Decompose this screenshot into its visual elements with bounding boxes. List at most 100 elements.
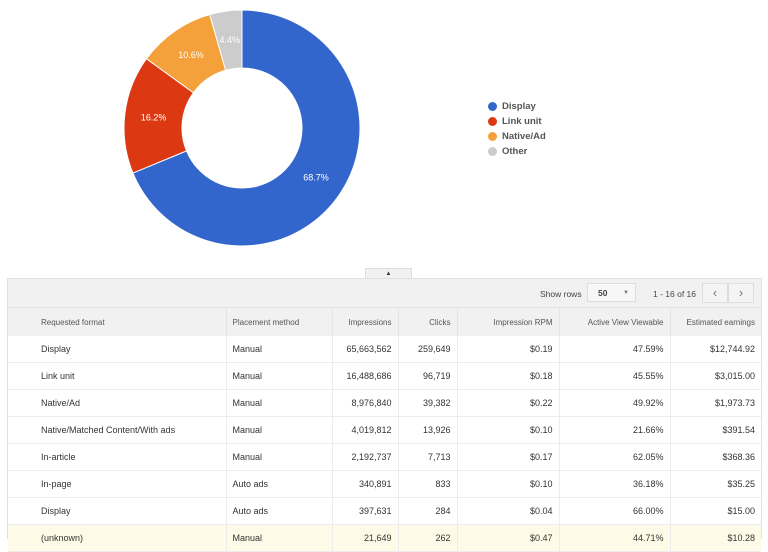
- table-cell: Manual: [226, 336, 333, 363]
- table-row: In-article Manual 2,192,737 7,713 $0.17 62.05…: [8, 443, 761, 471]
- table-cell: In-page: [8, 470, 227, 498]
- table-cell: Native/Matched Content/With ads: [8, 416, 227, 444]
- table-cell: 65,663,562: [332, 336, 399, 363]
- dropdown-caret-icon: ▼: [623, 290, 629, 296]
- table-header-row: Requested format Placement method Impressi…: [8, 307, 761, 336]
- table-cell: $368.36: [670, 443, 761, 471]
- table-cell: 13,926: [398, 416, 458, 444]
- prev-page-button[interactable]: ‹: [702, 283, 728, 303]
- table-cell: 284: [398, 497, 458, 525]
- column-header[interactable]: Impressions: [332, 307, 399, 336]
- legend-item-link-unit[interactable]: Link unit: [488, 114, 546, 129]
- column-header[interactable]: Placement method: [226, 307, 333, 336]
- table-cell: $15.00: [670, 497, 761, 525]
- table-cell: $0.04: [457, 497, 560, 525]
- page-range: 1 - 16 of 16: [653, 289, 697, 299]
- table-cell: $0.10: [457, 416, 560, 444]
- legend-item-native-ad[interactable]: Native/Ad: [488, 129, 546, 144]
- table-row: Display Auto ads 397,631 284 $0.04 66.00% $15.…: [8, 497, 761, 525]
- table-cell: 833: [398, 470, 458, 498]
- table-cell: $1,973.73: [670, 389, 761, 417]
- table-cell: 4,019,812: [332, 416, 399, 444]
- table-cell: 47.59%: [559, 336, 671, 363]
- table-cell: 21.66%: [559, 416, 671, 444]
- legend-item-display[interactable]: Display: [488, 99, 546, 114]
- rows-value: 50: [598, 288, 608, 298]
- table-cell: 45.55%: [559, 362, 671, 390]
- table-row: Native/Ad Manual 8,976,840 39,382 $0.22 49.92…: [8, 389, 761, 417]
- table-cell: Manual: [226, 362, 333, 390]
- table-cell: Native/Ad: [8, 389, 227, 417]
- table-cell: 340,891: [332, 470, 399, 498]
- legend-label: Other: [502, 146, 528, 157]
- table-row: Native/Matched Content/With ads Manual 4,0…: [8, 416, 761, 444]
- table-cell: 397,631: [332, 497, 399, 525]
- table-cell: Manual: [226, 524, 333, 552]
- table-cell: 7,713: [398, 443, 458, 471]
- table-cell: Display: [8, 497, 227, 525]
- table-cell: $0.17: [457, 443, 560, 471]
- table-cell: $0.22: [457, 389, 560, 417]
- table-cell: 262: [398, 524, 458, 552]
- table-cell: (unknown): [8, 524, 227, 552]
- table-cell: Display: [8, 336, 227, 363]
- slice-label: 16.2%: [141, 113, 167, 123]
- legend-swatch: [488, 102, 497, 111]
- legend-swatch: [488, 117, 497, 126]
- table-cell: 16,488,686: [332, 362, 399, 390]
- table-cell: $0.47: [457, 524, 560, 552]
- slice-label: 68.7%: [303, 172, 329, 182]
- column-header[interactable]: Impression RPM: [457, 307, 560, 336]
- donut-slice-display[interactable]: [132, 9, 361, 247]
- table-cell: Manual: [226, 443, 333, 471]
- table-cell: 8,976,840: [332, 389, 399, 417]
- table-cell: 36.18%: [559, 470, 671, 498]
- column-header[interactable]: Estimated earnings: [670, 307, 761, 336]
- collapse-chart-button[interactable]: ▲: [365, 268, 412, 279]
- report-table: Show rows 50 ▼ 1 - 16 of 16 ‹ › Requested…: [7, 278, 762, 552]
- table-cell: $12,744.92: [670, 336, 761, 363]
- table-cell: 259,649: [398, 336, 458, 363]
- table-cell: 49.92%: [559, 389, 671, 417]
- format-donut-chart: 68.7% 16.2% 10.6% 4.4%: [123, 9, 361, 247]
- table-row: Display Manual 65,663,562 259,649 $0.19 47.59…: [8, 336, 761, 363]
- slice-label: 4.4%: [219, 35, 240, 45]
- table-cell: $0.19: [457, 336, 560, 363]
- table-row: In-page Auto ads 340,891 833 $0.10 36.18% $35.…: [8, 470, 761, 498]
- column-header[interactable]: Clicks: [398, 307, 458, 336]
- table-toolbar: Show rows 50 ▼ 1 - 16 of 16 ‹ ›: [8, 279, 761, 307]
- table-cell: $391.54: [670, 416, 761, 444]
- table-cell: In-article: [8, 443, 227, 471]
- table-cell: Auto ads: [226, 470, 333, 498]
- table-cell: 44.71%: [559, 524, 671, 552]
- rows-per-page-select[interactable]: 50 ▼: [587, 283, 636, 302]
- table-cell: Link unit: [8, 362, 227, 390]
- table-cell: 2,192,737: [332, 443, 399, 471]
- table-cell: $3,015.00: [670, 362, 761, 390]
- legend-label: Link unit: [502, 116, 542, 127]
- show-rows-label: Show rows: [540, 289, 582, 299]
- legend-label: Display: [502, 101, 536, 112]
- next-page-button[interactable]: ›: [728, 283, 754, 303]
- chart-legend: Display Link unit Native/Ad Other: [488, 99, 546, 159]
- table-cell: $0.10: [457, 470, 560, 498]
- donut-slice-other[interactable]: [209, 9, 243, 71]
- table-cell: Manual: [226, 416, 333, 444]
- column-header[interactable]: Active View Viewable: [559, 307, 671, 336]
- table-cell: Manual: [226, 389, 333, 417]
- legend-item-other[interactable]: Other: [488, 144, 546, 159]
- table-cell: $35.25: [670, 470, 761, 498]
- table-cell: 39,382: [398, 389, 458, 417]
- table-cell: 96,719: [398, 362, 458, 390]
- legend-label: Native/Ad: [502, 131, 546, 142]
- table-row: (unknown) Manual 21,649 262 $0.47 44.71% $10.2…: [8, 524, 761, 552]
- table-cell: $0.18: [457, 362, 560, 390]
- slice-label: 10.6%: [178, 50, 204, 60]
- table-cell: 66.00%: [559, 497, 671, 525]
- table-cell: $10.28: [670, 524, 761, 552]
- column-header[interactable]: Requested format: [8, 307, 227, 336]
- legend-swatch: [488, 147, 497, 156]
- table-cell: Auto ads: [226, 497, 333, 525]
- legend-swatch: [488, 132, 497, 141]
- table-row: Link unit Manual 16,488,686 96,719 $0.18 45.5…: [8, 362, 761, 390]
